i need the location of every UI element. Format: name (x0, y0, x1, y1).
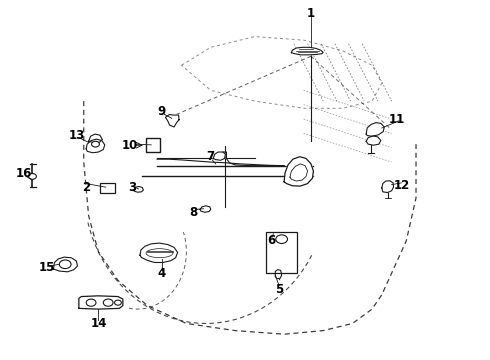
Polygon shape (292, 47, 323, 55)
Polygon shape (366, 136, 381, 145)
Text: 2: 2 (82, 181, 90, 194)
Text: 12: 12 (393, 179, 410, 192)
Text: 9: 9 (158, 105, 166, 118)
Bar (146, 138, 160, 152)
Text: 8: 8 (190, 207, 198, 220)
Circle shape (276, 235, 288, 243)
Circle shape (28, 174, 36, 179)
Bar (267, 232, 297, 273)
Bar (100, 183, 115, 193)
Text: 6: 6 (268, 234, 276, 247)
Text: 15: 15 (39, 261, 55, 274)
Circle shape (92, 141, 99, 147)
Circle shape (59, 260, 71, 269)
Polygon shape (89, 134, 102, 143)
Polygon shape (86, 139, 105, 153)
Text: 11: 11 (389, 113, 405, 126)
Circle shape (86, 299, 96, 306)
Ellipse shape (146, 249, 173, 258)
Text: 10: 10 (122, 139, 138, 152)
Polygon shape (213, 152, 225, 160)
Polygon shape (166, 114, 179, 127)
Text: 13: 13 (68, 129, 85, 142)
Text: 14: 14 (90, 317, 107, 330)
Text: 7: 7 (207, 150, 215, 163)
Polygon shape (200, 206, 211, 212)
Polygon shape (275, 270, 282, 279)
Polygon shape (382, 181, 393, 193)
Polygon shape (290, 164, 308, 181)
Text: 3: 3 (128, 181, 137, 194)
Polygon shape (53, 257, 77, 272)
Polygon shape (79, 296, 123, 309)
Polygon shape (140, 243, 177, 262)
Text: 1: 1 (307, 7, 315, 20)
Polygon shape (284, 157, 314, 186)
Polygon shape (134, 186, 144, 192)
Text: 5: 5 (275, 283, 283, 296)
Circle shape (103, 299, 113, 306)
Text: 16: 16 (16, 167, 32, 180)
Polygon shape (366, 123, 384, 136)
Text: 4: 4 (158, 267, 166, 280)
Circle shape (115, 300, 122, 305)
